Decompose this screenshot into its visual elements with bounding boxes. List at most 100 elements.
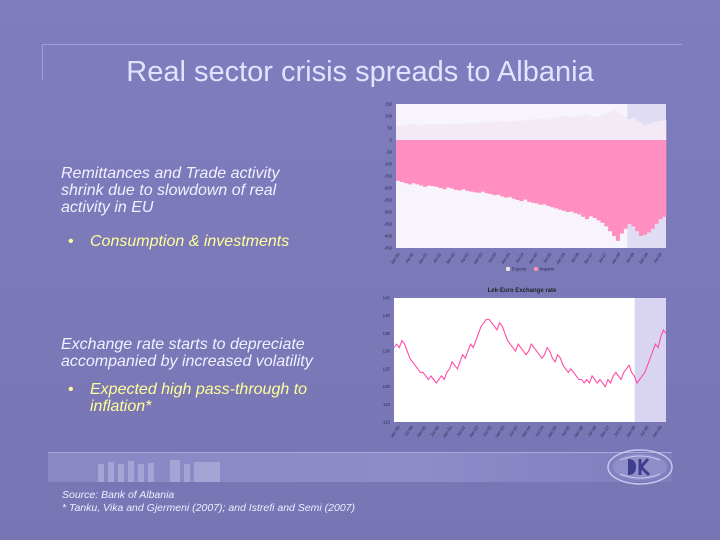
block1-text: Remittances and Trade activity shrink du… (61, 165, 279, 216)
block1-line: Remittances and Trade activity (61, 165, 280, 182)
bar (581, 140, 586, 217)
bar (596, 116, 601, 140)
x-tick-label: Jan-05 (546, 424, 558, 438)
x-tick-label: Jul-04 (534, 424, 545, 437)
y-tick-label: -450 (384, 246, 393, 251)
bar (635, 120, 640, 140)
x-tick-label: Jul-03 (508, 424, 519, 437)
bar (534, 118, 540, 140)
bar (561, 116, 567, 140)
legend-swatch (505, 266, 511, 272)
bar (403, 140, 408, 184)
bar (411, 124, 416, 140)
bar (592, 140, 597, 218)
y-tick-label: -300 (384, 210, 393, 215)
bar (480, 122, 486, 140)
bar (407, 140, 412, 185)
bar (650, 140, 655, 229)
bar (565, 140, 570, 212)
bar (457, 123, 462, 140)
x-tick-label: Jan-09 (651, 424, 663, 438)
bar (492, 140, 497, 196)
bar (453, 140, 459, 190)
block1-line: shrink due to slowdown of real (61, 182, 277, 199)
decorative-building-icon (98, 460, 220, 482)
bar (608, 140, 613, 232)
bar (558, 116, 563, 140)
y-tick-label: 125 (383, 366, 391, 371)
y-tick-label: 0 (390, 138, 393, 143)
bar (484, 140, 489, 194)
bar (461, 140, 466, 190)
bar (585, 114, 590, 140)
x-tick-label: Jan-08 (610, 251, 622, 265)
bar (581, 114, 586, 140)
x-tick-label: Jul-09 (652, 251, 663, 264)
x-tick-label: Jan-04 (520, 424, 532, 438)
block2-bullet-line: Expected high pass-through to (90, 381, 308, 398)
bar (434, 124, 439, 140)
bar (430, 124, 435, 140)
bar (538, 140, 543, 205)
bar (419, 125, 424, 140)
y-tick-label: 50 (387, 126, 392, 131)
bar (546, 140, 551, 206)
dk-logo-icon (607, 449, 673, 485)
legend-swatch (533, 266, 539, 272)
bar (604, 113, 609, 140)
bar (473, 140, 478, 193)
plot-area (394, 298, 666, 422)
trade-bar-chart: 150 100 50 0 -50 -100 -150 -200 -250 -300 -350 -400… (384, 102, 667, 272)
bar (623, 140, 628, 229)
bar (546, 119, 551, 140)
x-tick-label: Jan-05 (527, 251, 539, 265)
x-tick-label: Jul-00 (429, 424, 440, 437)
x-tick-label: Jan-07 (599, 424, 611, 438)
y-tick-label: -350 (384, 222, 393, 227)
x-tick-label: Jan-02 (445, 251, 457, 265)
x-tick-label: Jul-00 (404, 251, 415, 264)
bar (577, 115, 582, 140)
bar (507, 140, 513, 198)
bar (473, 123, 478, 140)
bar (538, 118, 543, 140)
x-tick-label: Jul-08 (639, 424, 650, 437)
bar (631, 140, 636, 227)
bar (426, 140, 432, 186)
bar (561, 140, 567, 211)
bar (496, 121, 501, 140)
bar (515, 120, 520, 140)
bar (477, 123, 482, 140)
x-tick-label: Jul-05 (560, 424, 571, 437)
bar (415, 125, 420, 140)
source-note: Source: Bank of Albania * Tanku, Vika an… (62, 489, 355, 514)
y-tick-label: -100 (384, 162, 393, 167)
x-tick-label: Jul-06 (586, 424, 597, 437)
y-tick-label: -200 (384, 186, 393, 191)
bar (600, 115, 605, 140)
y-tick-label: 150 (385, 102, 393, 107)
bar (565, 116, 570, 140)
bar (639, 123, 644, 140)
x-tick-label: Jul-07 (597, 251, 608, 264)
bar (642, 125, 648, 140)
bar (531, 119, 536, 140)
bar (423, 124, 428, 140)
bar (446, 124, 451, 140)
x-tick-label: Jan-03 (494, 424, 506, 438)
x-tick-label: Jul-07 (613, 424, 624, 437)
bar (423, 140, 428, 187)
bar (461, 124, 466, 140)
bar (507, 122, 513, 140)
bar (523, 140, 528, 200)
bar (554, 140, 559, 209)
bar (550, 140, 555, 208)
bar (635, 140, 640, 232)
bar (465, 123, 470, 140)
bar (515, 140, 520, 200)
bar (407, 124, 412, 140)
bar (608, 111, 613, 140)
bar (488, 140, 493, 194)
bar (639, 140, 644, 236)
highlight-region (634, 298, 666, 422)
